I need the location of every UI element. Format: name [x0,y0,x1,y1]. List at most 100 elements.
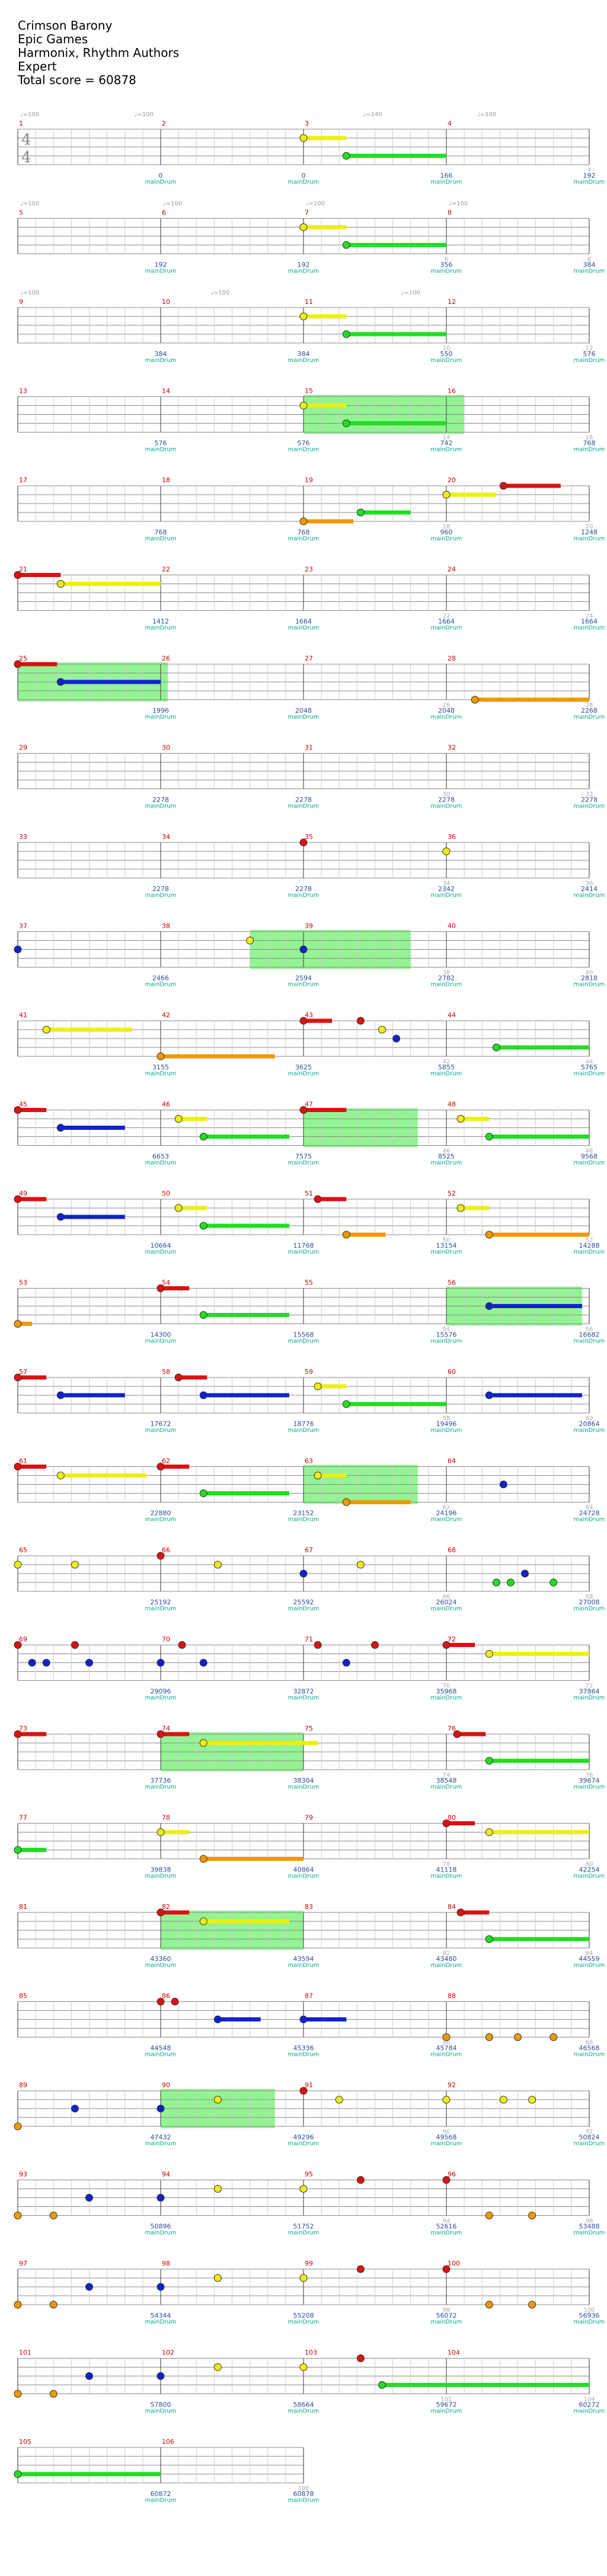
note-gem [456,1115,465,1123]
score-multiplier: 20 [586,524,593,530]
measure-score: 5855 [438,1063,455,1071]
note-gem [14,1320,22,1328]
staff-row: 5314300mainDrum5415568mainDrum555415576m… [14,1279,605,1345]
marker-label: mainDrum [145,892,177,899]
note-gem [14,2212,22,2219]
staff-row: 9754344mainDrum9855208mainDrum999856072m… [14,2260,605,2325]
sustain-note [178,1117,207,1121]
measure-score: 576 [583,350,596,358]
sustain-note [489,1758,589,1763]
measure-score: 960 [440,528,453,536]
marker-label: mainDrum [145,2230,177,2237]
score-multiplier: 76 [586,1772,593,1779]
measure-score: 39674 [579,1777,600,1784]
measure-number: 52 [448,1190,456,1197]
measure-score: 50824 [579,2133,600,2141]
note-gem [14,2301,22,2309]
note-gem [356,2354,365,2362]
note-gem [521,1569,529,1578]
measure-score: 16682 [579,1331,600,1339]
score-multiplier: 86 [443,2040,451,2046]
marker-label: mainDrum [288,1784,320,1790]
measure-score: 384 [155,350,167,358]
score-multiplier: 90 [443,2129,451,2135]
score-multiplier: 98 [443,2307,451,2314]
note-gem [485,2033,493,2041]
note-gem [14,1373,22,1382]
measure-score: 25592 [293,1598,314,1606]
note-gem [14,571,22,579]
marker-label: mainDrum [574,1962,605,1969]
marker-label: mainDrum [574,1517,605,1523]
measure-number: 65 [19,1546,27,1554]
staff-row: 9350896mainDrum9451752mainDrum959452616m… [14,2171,605,2237]
staff-row: 7337736mainDrum7438304mainDrum757438548m… [14,1725,605,1790]
note-gem [356,508,365,517]
marker-label: mainDrum [288,1427,320,1434]
marker-label: mainDrum [288,179,320,185]
staff-row: 4910664mainDrum5011768mainDrum515013154m… [14,1190,605,1255]
time-signature-bottom: 4 [21,149,31,166]
marker-label: mainDrum [431,1962,462,1969]
measure-number: 53 [19,1279,27,1287]
sustain-note [346,421,446,425]
measure-score: 24196 [436,1510,457,1517]
sustain-note [346,1500,411,1504]
note-gem [442,2096,451,2104]
note-gem [71,2104,79,2113]
measure-number: 36 [448,833,456,841]
measure-score: 0 [159,172,163,180]
tempo-marking: ♩=100 [135,111,154,118]
measure-number: 39 [305,922,313,930]
marker-label: mainDrum [288,268,320,275]
sustain-note [18,662,57,667]
tempo-marking: ♩=100 [163,201,182,207]
measure-number: 16 [448,387,456,395]
measure-number: 63 [305,1457,313,1465]
measure-number: 89 [19,2081,27,2089]
measure-number: 12 [448,298,456,306]
measure-score: 9568 [581,1153,598,1161]
measure-score: 2818 [581,975,598,982]
marker-label: mainDrum [145,2052,177,2058]
measure-score: 7575 [295,1153,312,1161]
marker-label: mainDrum [574,268,605,275]
measure-number: 75 [305,1725,313,1732]
note-gem [42,1659,50,1667]
measure-number: 21 [19,566,27,573]
marker-label: mainDrum [431,1784,462,1790]
note-gem [156,1828,165,1836]
marker-label: mainDrum [145,447,177,453]
score-multiplier: 94 [443,2218,451,2225]
measure-number: 94 [162,2171,170,2178]
measure-score: 10664 [151,1242,171,1249]
marker-label: mainDrum [431,2141,462,2147]
measure-score: 2278 [438,796,455,804]
measure-score: 44559 [579,1955,600,1963]
note-gem [213,2274,222,2282]
note-gem [492,1578,500,1587]
note-gem [28,1659,36,1667]
score-multiplier: 50 [443,1237,451,1244]
marker-label: mainDrum [145,2497,177,2504]
note-gem [471,696,479,704]
measure-score: 25192 [151,1598,171,1606]
tempo-marking: ♩=100 [20,111,39,118]
measure-score: 1996 [152,707,169,715]
marker-label: mainDrum [431,1873,462,1880]
measure-number: 49 [19,1190,27,1197]
measure-number: 6 [162,209,166,217]
staff-row: 332278mainDrum342278mainDrum35342342main… [17,833,605,899]
note-gem [485,1650,493,1658]
measure-score: 37736 [151,1777,171,1784]
marker-label: mainDrum [145,803,177,810]
measure-number: 17 [19,476,27,484]
measure-score: 23152 [293,1510,314,1517]
marker-label: mainDrum [574,1695,605,1702]
note-gem [199,1855,207,1863]
score-multiplier: 22 [443,613,451,620]
measure-number: 61 [19,1457,27,1465]
measure-score: 550 [440,350,453,358]
measure-score: 6653 [152,1153,169,1161]
